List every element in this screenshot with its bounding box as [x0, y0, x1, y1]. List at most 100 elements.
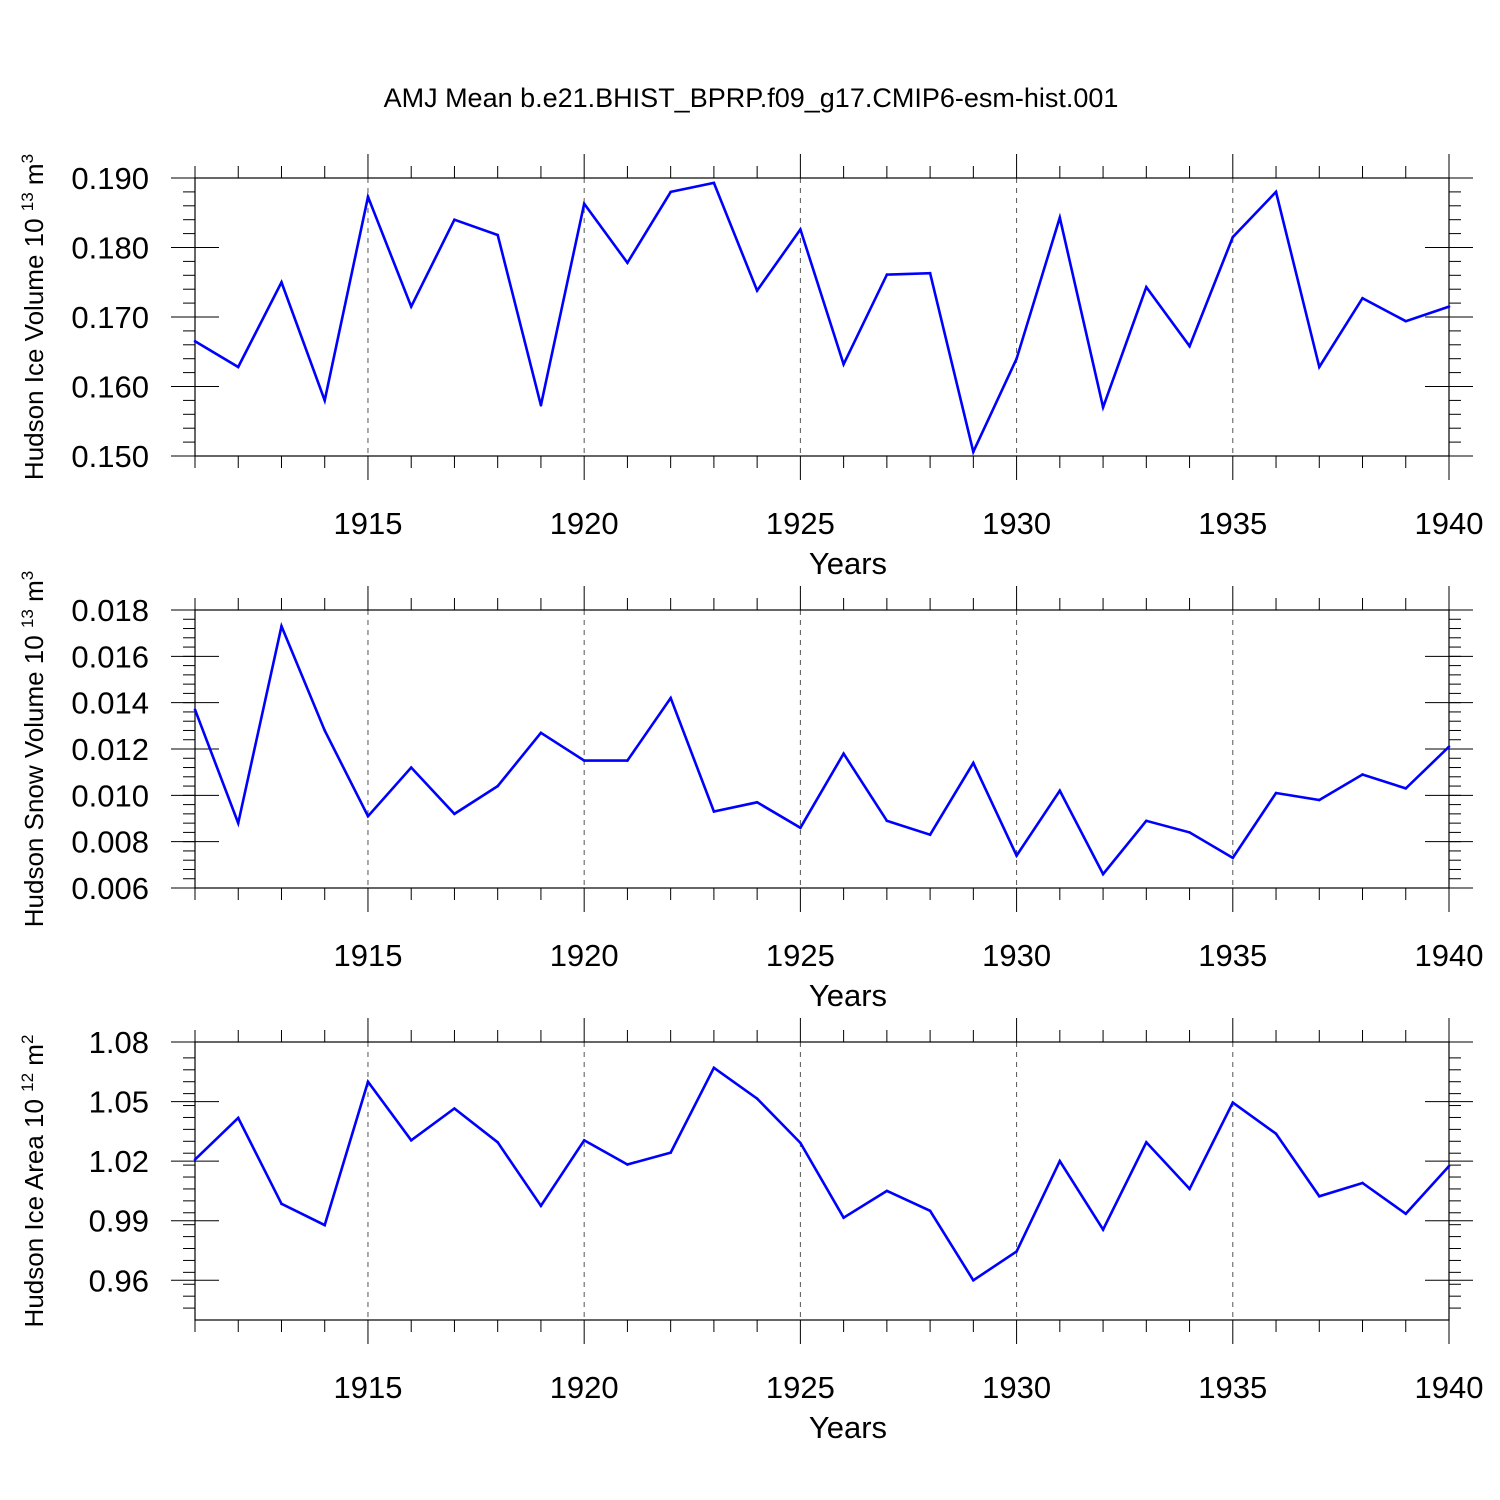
data-point: [1317, 798, 1321, 802]
y-tick-label: 1.05: [89, 1085, 149, 1120]
data-point: [712, 810, 716, 813]
y-tick-label: 1.08: [89, 1025, 149, 1060]
x-tick-label: 1935: [1198, 938, 1267, 973]
data-point: [928, 271, 932, 275]
data-point: [626, 1163, 629, 1166]
x-tick-label: 1915: [333, 938, 402, 973]
data-point: [1058, 1159, 1062, 1163]
data-point: [842, 362, 845, 366]
data-point: [1101, 406, 1105, 409]
data-point: [799, 228, 802, 231]
data-point: [409, 766, 413, 769]
data-point: [1231, 235, 1235, 239]
data-point: [1145, 1140, 1148, 1144]
x-tick-label: 1940: [1415, 1370, 1484, 1405]
data-point: [972, 761, 975, 765]
data-point: [366, 1080, 370, 1084]
data-point: [323, 1223, 327, 1227]
x-tick-label: 1930: [982, 938, 1051, 973]
data-point: [582, 759, 586, 762]
data-point: [236, 365, 240, 369]
data-point: [885, 273, 889, 276]
y-tick-label: 0.190: [71, 161, 149, 196]
y-tick-label: 0.012: [71, 732, 149, 767]
data-point: [928, 833, 932, 837]
data-point: [1404, 787, 1408, 790]
data-point: [712, 181, 716, 185]
data-point: [1404, 319, 1408, 323]
x-tick-label: 1920: [550, 506, 619, 541]
data-point: [496, 1140, 499, 1144]
y-tick-label: 0.018: [71, 593, 149, 628]
data-point: [1145, 819, 1148, 823]
data-point: [1188, 831, 1191, 834]
data-point: [1447, 305, 1451, 308]
data-point: [1274, 1132, 1278, 1136]
plot-frame: [194, 177, 1450, 457]
data-point: [496, 784, 499, 788]
data-point: [669, 1151, 672, 1154]
data-point: [1274, 190, 1278, 194]
data-point: [453, 1107, 456, 1110]
data-point: [409, 1138, 413, 1142]
series-line: [194, 181, 1450, 456]
data-point: [842, 1216, 845, 1220]
data-point: [1404, 1212, 1408, 1216]
data-point: [669, 696, 672, 700]
x-tick-label: 1915: [333, 1370, 402, 1405]
data-point: [366, 195, 370, 199]
x-tick-label: 1925: [766, 1370, 835, 1405]
x-tick-label: 1930: [982, 506, 1051, 541]
data-point: [1231, 1101, 1235, 1104]
data-point: [928, 1209, 932, 1213]
data-point: [1447, 745, 1451, 748]
data-point: [280, 1202, 283, 1206]
data-point: [755, 1097, 759, 1100]
data-point: [453, 812, 456, 816]
plot-frame: [194, 609, 1450, 889]
y-axis-title: Hudson Ice Volume 10 13 m3: [18, 154, 49, 480]
y-tick-label: 0.96: [89, 1263, 149, 1298]
data-point: [193, 708, 197, 711]
y-axis-title: Hudson Ice Area 10 12 m2: [18, 1035, 49, 1328]
data-point: [1145, 285, 1148, 289]
x-axis-title: Years: [809, 546, 887, 581]
data-point: [582, 202, 586, 206]
x-tick-label: 1935: [1198, 1370, 1267, 1405]
y-tick-label: 0.150: [71, 439, 149, 474]
data-point: [366, 814, 370, 818]
data-point: [280, 624, 283, 628]
data-point: [1058, 789, 1062, 792]
data-point: [1361, 773, 1364, 776]
y-tick-label: 0.006: [71, 871, 149, 906]
series-line: [194, 1065, 1450, 1283]
data-point: [755, 289, 759, 292]
y-tick-label: 0.008: [71, 825, 149, 860]
x-tick-label: 1925: [766, 506, 835, 541]
data-point: [1015, 357, 1018, 361]
data-point: [972, 450, 975, 454]
data-point: [1231, 856, 1235, 860]
y-tick-label: 0.160: [71, 370, 149, 405]
data-point: [193, 1158, 197, 1161]
data-point: [1101, 1228, 1105, 1231]
x-tick-label: 1940: [1415, 938, 1484, 973]
y-tick-label: 0.014: [71, 686, 149, 721]
data-point: [799, 826, 802, 830]
x-tick-label: 1940: [1415, 506, 1484, 541]
data-point: [236, 1116, 240, 1120]
x-axis-title: Years: [809, 978, 887, 1013]
y-tick-label: 0.016: [71, 639, 149, 674]
data-point: [539, 403, 543, 407]
x-axis-title: Years: [809, 1410, 887, 1445]
data-point: [323, 729, 327, 732]
x-tick-label: 1920: [550, 1370, 619, 1405]
data-point: [1361, 296, 1364, 300]
data-point: [885, 819, 889, 823]
data-point: [1058, 216, 1062, 219]
data-point: [626, 759, 629, 762]
data-point: [193, 340, 197, 343]
data-point: [669, 190, 672, 194]
data-point: [842, 752, 845, 755]
